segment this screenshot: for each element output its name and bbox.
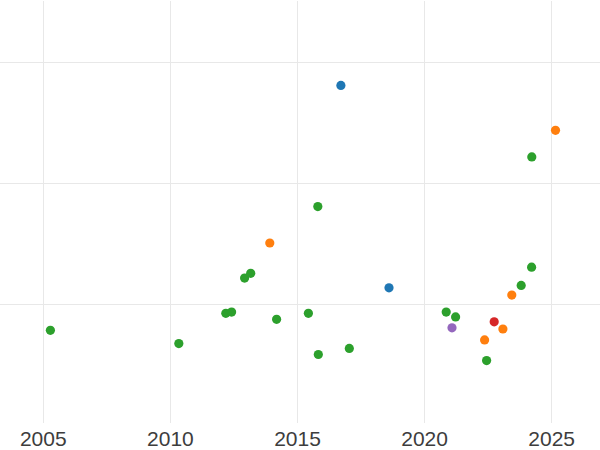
x-tick-label: 2025 [528, 427, 575, 450]
x-tick-label: 2020 [401, 427, 448, 450]
data-points [46, 81, 560, 365]
data-point-orange [507, 291, 516, 300]
data-point-blue [384, 283, 393, 292]
data-point-green [527, 152, 536, 161]
gridlines [0, 1, 600, 423]
scatter-chart: 2005 2010 2015 2020 2025 [0, 0, 600, 450]
plot-area: 2005 2010 2015 2020 2025 [0, 0, 600, 450]
data-point-green [314, 350, 323, 359]
data-point-green [304, 309, 313, 318]
data-point-green [272, 315, 281, 324]
data-point-green [442, 308, 451, 317]
data-point-green [517, 281, 526, 290]
data-point-orange [265, 238, 274, 247]
data-point-green [527, 263, 536, 272]
data-point-green [174, 339, 183, 348]
data-point-green [451, 312, 460, 321]
data-point-green [482, 356, 491, 365]
data-point-green [227, 308, 236, 317]
x-tick-label: 2015 [274, 427, 321, 450]
data-point-purple [447, 323, 456, 332]
data-point-orange [498, 324, 507, 333]
x-tick-label: 2010 [147, 427, 194, 450]
x-axis-labels: 2005 2010 2015 2020 2025 [20, 427, 575, 450]
data-point-orange [551, 126, 560, 135]
x-tick-label: 2005 [20, 427, 67, 450]
data-point-orange [480, 335, 489, 344]
data-point-green [313, 202, 322, 211]
data-point-green [345, 344, 354, 353]
data-point-blue [336, 81, 345, 90]
data-point-green [46, 326, 55, 335]
data-point-green [246, 269, 255, 278]
data-point-red [490, 317, 499, 326]
